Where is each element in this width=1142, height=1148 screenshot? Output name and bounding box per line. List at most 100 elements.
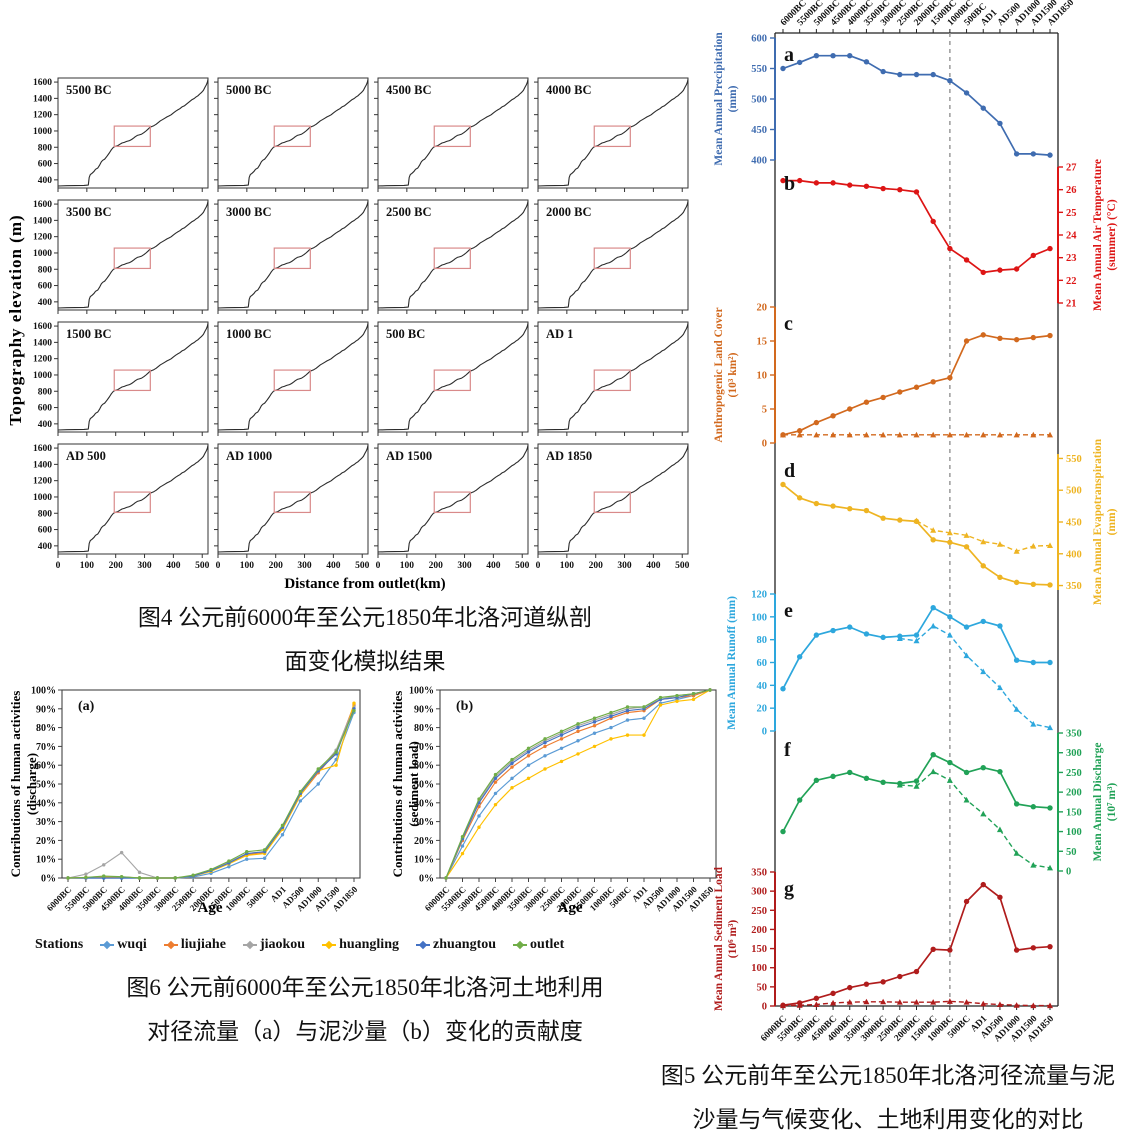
svg-text:AD 1: AD 1 [546,327,573,341]
fig6-contribution-charts: 0%10%20%30%40%50%60%70%80%90%100%6000BC5… [31,686,717,913]
svg-text:20: 20 [757,704,768,715]
fig6b-series-wuqi [444,688,712,880]
fig5-axis-title-a: Mean Annual Precipitation (mm) [713,32,739,166]
svg-text:400: 400 [166,561,181,571]
svg-text:25: 25 [1066,208,1077,219]
fig5-series-land-cover-baseline [780,431,1053,438]
svg-text:400: 400 [646,561,661,571]
fig4-panel-ad-1: AD 1 [534,321,689,436]
svg-text:0: 0 [1066,867,1071,878]
fig4-caption-line2: 面变化模拟结果 [284,649,446,674]
svg-text:1600: 1600 [33,444,52,454]
fig6b-series-huangling [444,688,712,880]
fig5-panel-g: 0 50 100 150 200 250 300 350 g [751,868,1053,1013]
fig4-panel-5500-bc: 400 600 800 1000 1200 1400 1600 5500 BC [33,77,209,192]
svg-text:400: 400 [486,561,501,571]
svg-text:90%: 90% [36,704,56,715]
fig5-series-sediment-load-landuse [780,881,1053,1008]
svg-text:3500 BC: 3500 BC [66,205,112,219]
fig6-caption-line2: 对径流量（a）与泥沙量（b）变化的贡献度 [147,1019,583,1044]
fig5-panel-b: 21 22 23 24 25 26 27 b [780,163,1077,310]
fig4-panel-ad-500: 400 600 800 1000 1200 1400 1600 0 100 200 300 400 50… [33,443,210,571]
svg-text:60%: 60% [414,761,434,772]
svg-text:400: 400 [38,176,53,186]
svg-text:600: 600 [38,526,53,536]
fig5-caption-line2: 沙量与气候变化、土地利用变化的对比 [692,1107,1084,1132]
svg-text:500: 500 [355,561,370,571]
fig4-panel-500-bc: 500 BC [374,321,529,436]
svg-text:60%: 60% [36,761,56,772]
svg-text:1600: 1600 [33,322,52,332]
svg-text:800: 800 [38,265,53,275]
svg-text:26: 26 [1066,185,1077,196]
fig6-stations-legend: Stations wuqi liujiahe jiaokou huangling zhu… [35,937,564,953]
fig4-panel-5000-bc: 5000 BC [214,77,369,192]
svg-text:200: 200 [269,561,284,571]
fig5-series-runoff-baseline [896,622,1053,731]
fig5-panel-e: 0 20 40 60 80 100 120 e [751,590,1053,738]
legend-marker-outlet [513,940,528,950]
svg-text:(b): (b) [456,699,473,714]
svg-text:2000 BC: 2000 BC [546,205,592,219]
svg-text:500: 500 [675,561,690,571]
svg-text:0: 0 [762,727,767,738]
svg-text:1200: 1200 [33,355,52,365]
fig5-axis-title-g: Mean Annual Sediment Load (10⁶ m³) [713,866,739,1012]
fig4-panel-ad-1000: 0 100 200 300 400 500 AD 1000 [214,443,370,571]
fig5-panel-a: 400 450 500 550 600 a [751,34,1053,167]
fig5-series-air-temperature [780,177,1053,276]
svg-text:80%: 80% [414,723,434,734]
fig5-series-evapotranspiration-landuse [780,481,1053,588]
svg-text:b: b [784,173,795,195]
svg-text:AD 1500: AD 1500 [386,449,432,463]
fig4-x-axis-title: Distance from outlet(km) [284,576,446,592]
svg-text:4000 BC: 4000 BC [546,83,592,97]
svg-text:200: 200 [589,561,604,571]
svg-text:0: 0 [376,561,381,571]
fig6a-series-wuqi [66,710,356,880]
svg-text:1000: 1000 [33,127,52,137]
fig6a-series-huangling [66,701,356,880]
svg-text:e: e [784,600,793,622]
svg-text:500 BC: 500 BC [386,327,425,341]
fig5-series-precipitation [780,52,1053,158]
legend-item-wuqi: wuqi [100,937,147,953]
svg-text:200: 200 [429,561,444,571]
fig5-axis-title-b: Mean Annual Air Temperature (summer) (°C) [1092,159,1118,311]
svg-text:3000 BC: 3000 BC [226,205,272,219]
svg-text:1000 BC: 1000 BC [226,327,272,341]
svg-text:1000: 1000 [33,249,52,259]
svg-text:550: 550 [751,64,767,75]
fig6b-series-jiaokou [444,688,712,880]
svg-text:80%: 80% [36,723,56,734]
svg-text:500: 500 [515,561,530,571]
fig4-panel-ad-1500: 0 100 200 300 400 500 AD 1500 [374,443,530,571]
fig6b-chart: 0%10%20%30%40%50%60%70%80%90%100%6000BC5… [409,686,717,913]
svg-text:300: 300 [751,887,767,898]
fig5-panel-f: 0 50 100 150 200 250 300 350 f [780,729,1082,878]
fig6b-x-axis-title: Age [557,900,583,916]
legend-label-outlet: outlet [530,937,565,952]
fig4-panel-4500-bc: 4500 BC [374,77,529,192]
svg-text:a: a [784,44,794,66]
fig4-panel-2000-bc: 2000 BC [534,199,689,314]
fig5-panel-d: 350 400 450 500 550 d [780,454,1082,592]
fig5-stacked-panels: 6000BC6000BC5500BC5500BC5000BC5000BC4500… [751,0,1082,1044]
svg-text:500: 500 [751,95,767,106]
svg-text:20: 20 [757,303,768,314]
svg-text:0%: 0% [419,874,434,885]
svg-text:5500 BC: 5500 BC [66,83,112,97]
svg-text:0: 0 [762,439,767,450]
fig6a-series-jiaokou [66,705,356,880]
svg-text:800: 800 [38,387,53,397]
svg-text:2500 BC: 2500 BC [386,205,432,219]
fig4-panel-ad-1850: 0 100 200 300 400 500 AD 1850 [534,443,690,571]
legend-item-huangling: huangling [322,937,399,953]
svg-text:AD 500: AD 500 [66,449,106,463]
fig4-panel-2500-bc: 2500 BC [374,199,529,314]
svg-text:600: 600 [38,404,53,414]
svg-text:g: g [784,878,794,900]
legend-marker-liujiahe [163,940,178,950]
fig5-series-land-cover-scenario [780,332,1053,438]
fig6a-series-zhuangtou [66,707,356,880]
